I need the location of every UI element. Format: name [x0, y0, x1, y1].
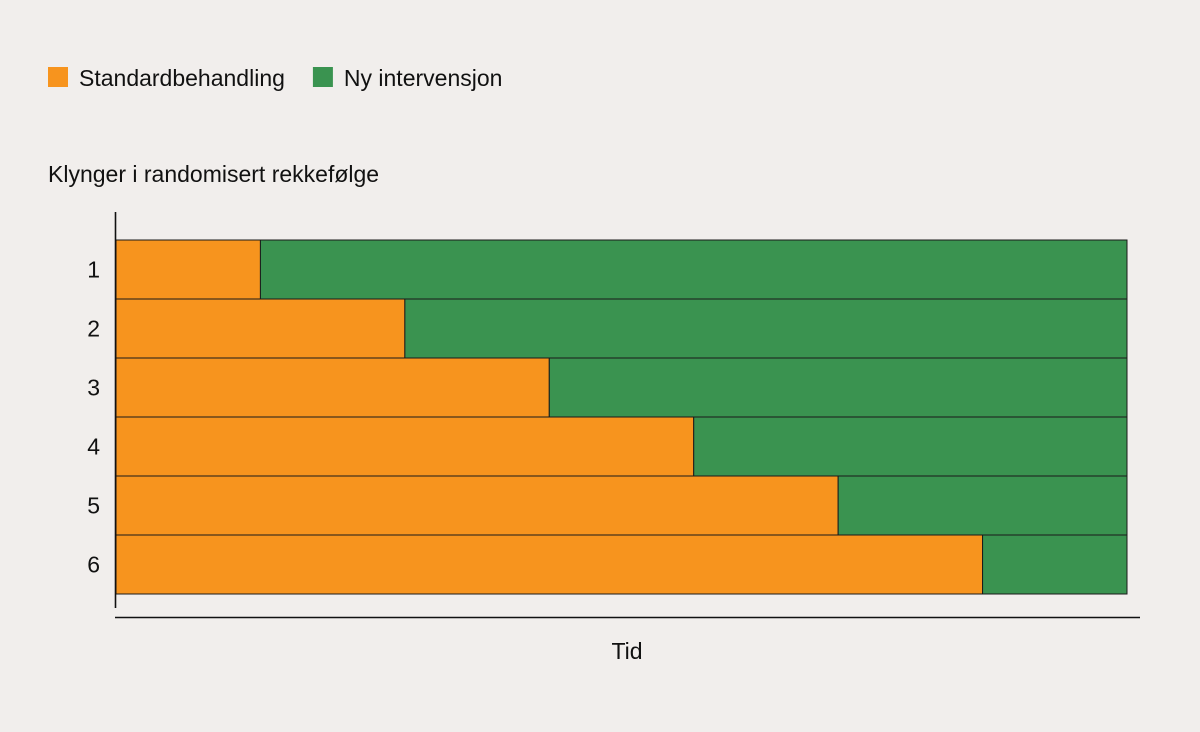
bar-row-1-segment-2 — [259, 239, 1128, 300]
y-tick-label-3: 3 — [87, 375, 100, 401]
y-tick-labels: 1 2 3 4 5 6 — [87, 257, 100, 578]
bar-row-6-segment-2 — [982, 534, 1128, 595]
x-axis-label: Tid — [611, 638, 642, 664]
bar-row-5-segment-2 — [837, 475, 1128, 536]
y-tick-label-6: 6 — [87, 552, 100, 578]
bar-row-4-segment-1 — [115, 416, 695, 477]
y-tick-label-1: 1 — [87, 257, 100, 283]
bar-row-3-segment-2 — [548, 357, 1128, 418]
bar-row-2-segment-1 — [115, 298, 406, 359]
bar-row-2-segment-2 — [404, 298, 1128, 359]
legend-swatch-1 — [48, 67, 68, 87]
legend-label-1: Standardbehandling — [79, 65, 285, 91]
y-tick-label-4: 4 — [87, 434, 100, 460]
bar-row-5-segment-1 — [115, 475, 839, 536]
y-tick-label-5: 5 — [87, 493, 100, 519]
bar-row-4-segment-2 — [693, 416, 1128, 477]
bar-row-3-segment-1 — [115, 357, 550, 418]
y-axis-label: Klynger i randomisert rekkefølge — [48, 161, 379, 187]
y-tick-label-2: 2 — [87, 316, 100, 342]
legend-swatch-2 — [312, 67, 333, 87]
bar-row-6-segment-1 — [115, 534, 984, 595]
legend-label-2: Ny intervensjon — [344, 65, 503, 91]
bar-row-1-segment-1 — [115, 239, 261, 300]
legend: Standardbehandling Ny intervensjon — [48, 65, 502, 91]
bars — [115, 239, 1128, 595]
